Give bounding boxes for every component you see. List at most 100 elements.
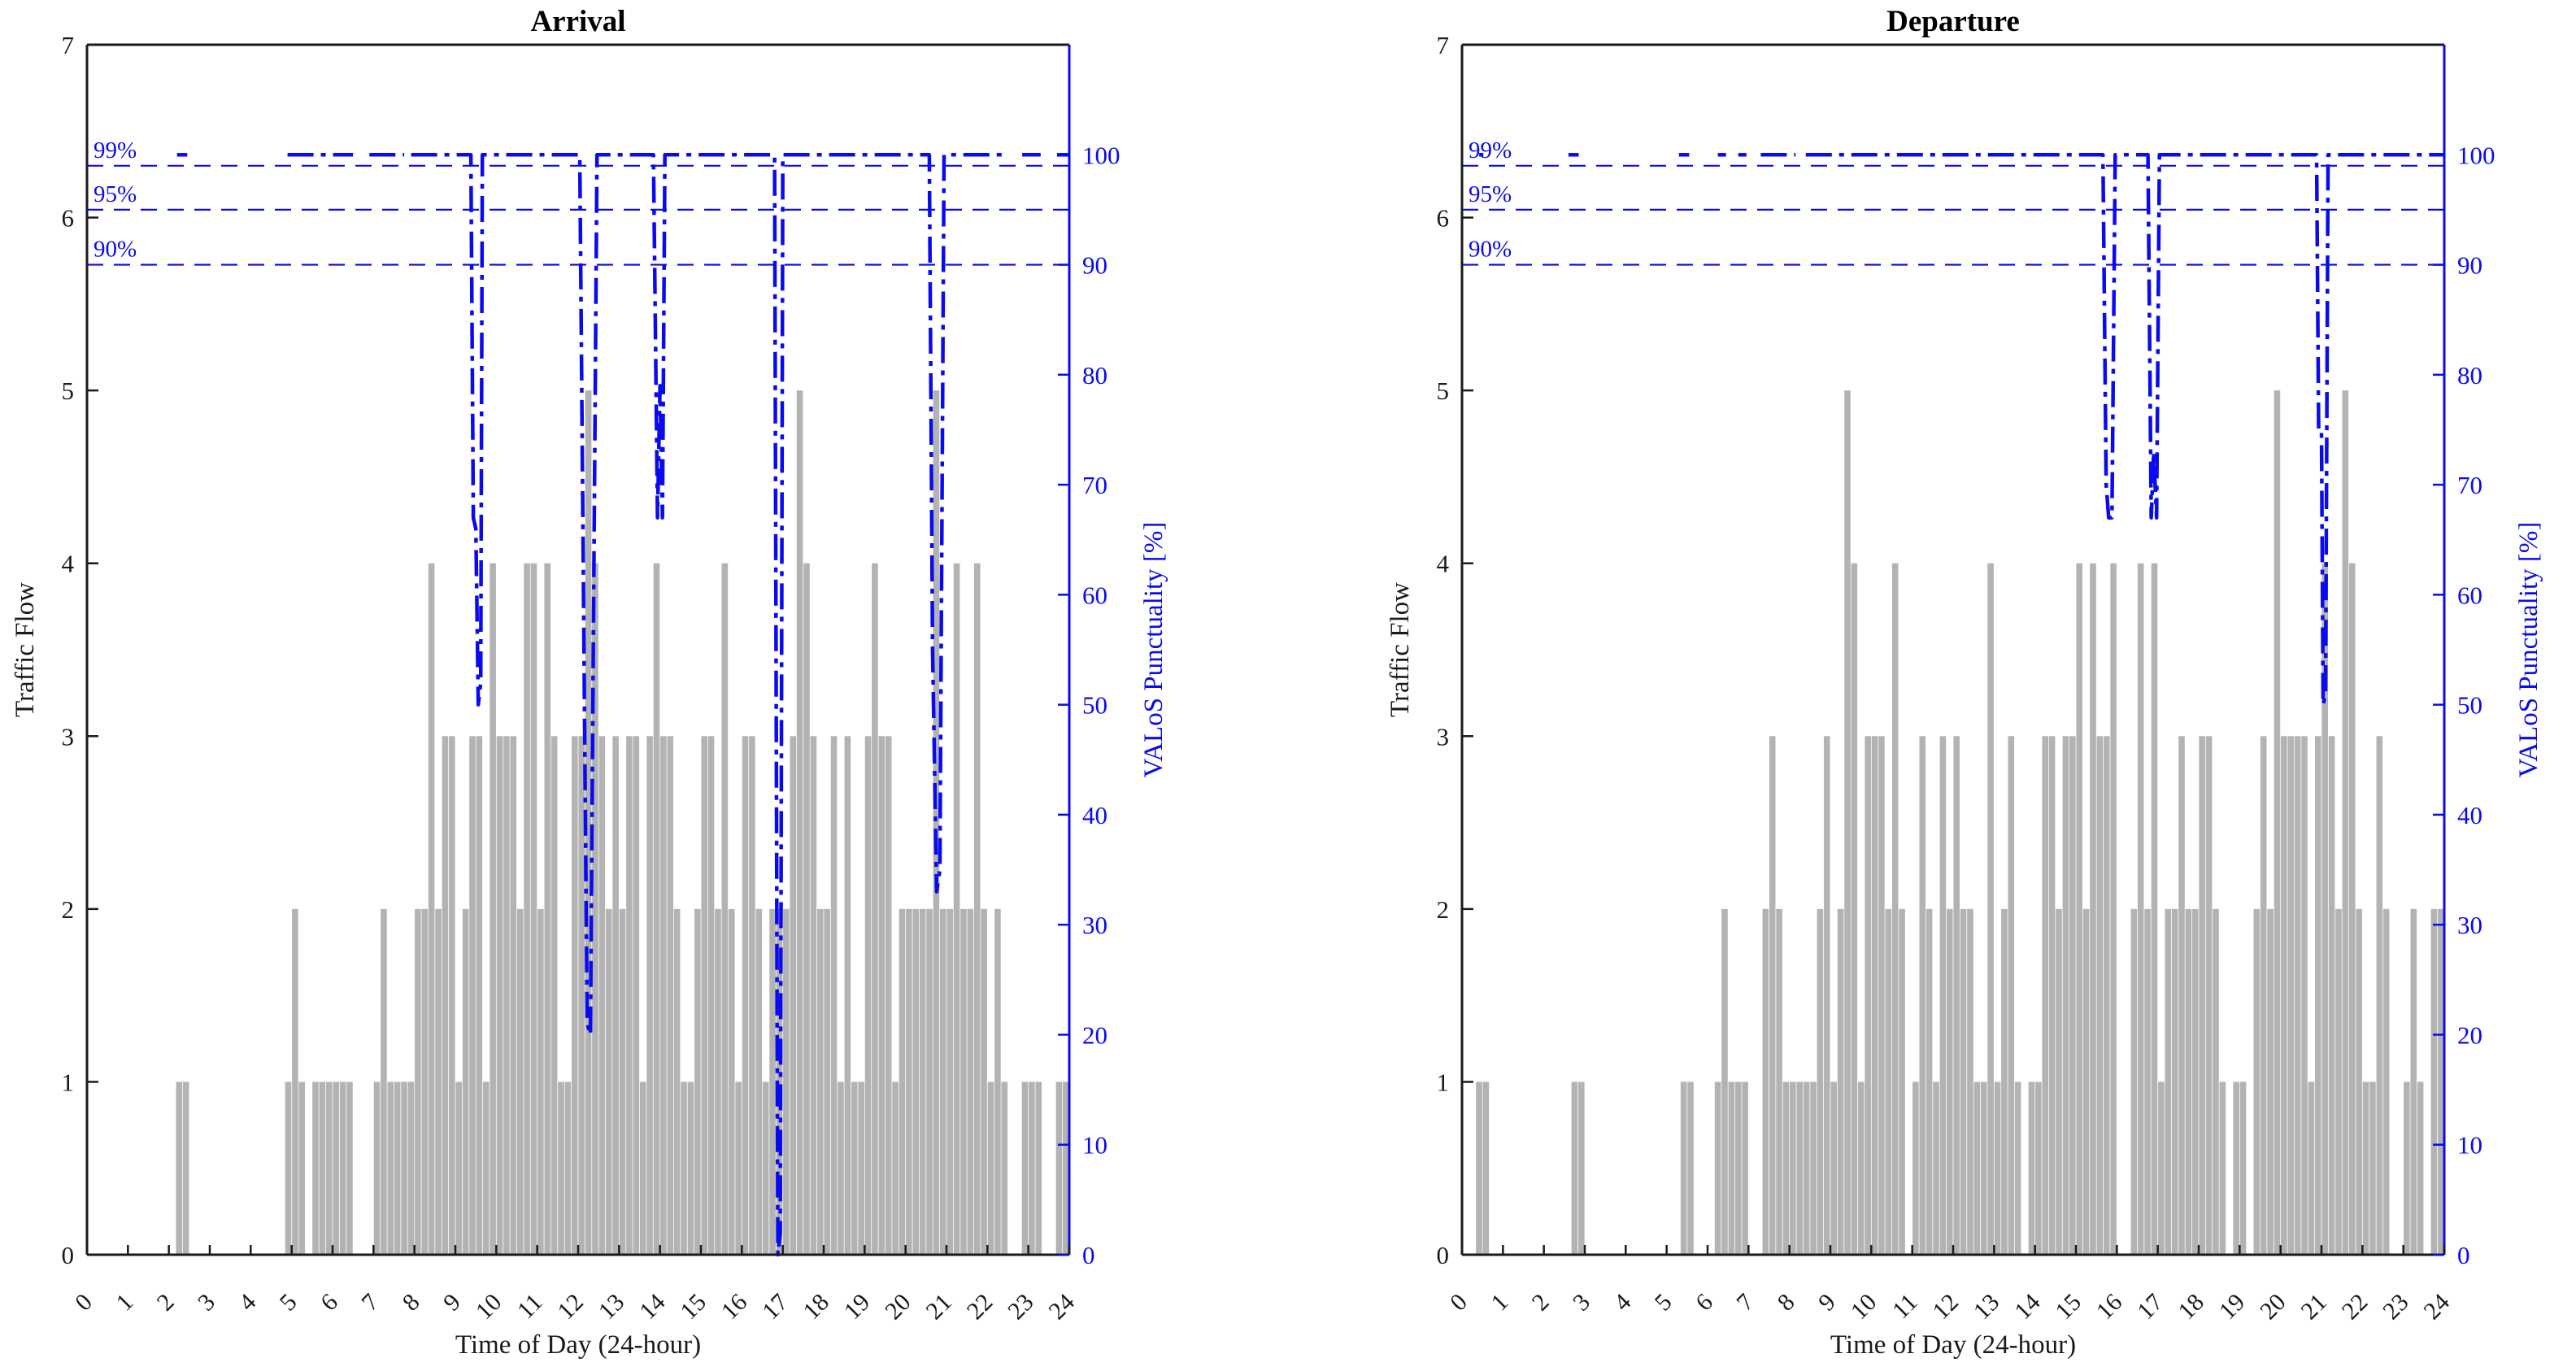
- traffic-flow-bar: [319, 1082, 326, 1255]
- traffic-flow-bar: [1776, 908, 1782, 1255]
- x-tick-label: 8: [1773, 1289, 1800, 1317]
- traffic-flow-bar: [858, 1082, 864, 1255]
- x-tick-label: 17: [2132, 1289, 2169, 1325]
- traffic-flow-bar: [182, 1082, 189, 1255]
- traffic-flow-bar: [1817, 908, 1824, 1255]
- x-tick-label: 15: [2050, 1289, 2086, 1325]
- traffic-flow-bar: [387, 1082, 394, 1255]
- traffic-flow-bar: [2267, 908, 2274, 1255]
- y-left-tick-label: 6: [62, 204, 75, 233]
- traffic-flow-bar: [1865, 736, 1871, 1255]
- x-tick-label: 2: [152, 1289, 180, 1317]
- traffic-flow-bar: [2213, 908, 2219, 1255]
- traffic-flow-bar: [728, 908, 735, 1255]
- traffic-flow-bar: [312, 1082, 319, 1255]
- traffic-flow-bar: [681, 1082, 687, 1255]
- traffic-flow-bar: [1803, 1082, 1810, 1255]
- traffic-flow-bar: [653, 563, 660, 1255]
- traffic-flow-bar: [667, 736, 674, 1255]
- traffic-flow-bar: [381, 908, 387, 1255]
- traffic-flow-bar: [2438, 908, 2444, 1255]
- traffic-flow-bar: [2192, 908, 2199, 1255]
- x-tick-label: 6: [1690, 1289, 1718, 1317]
- traffic-flow-bar: [1878, 736, 1885, 1255]
- traffic-flow-bar: [2321, 563, 2328, 1255]
- traffic-flow-bar: [1967, 908, 1973, 1255]
- y-right-tick-label: 10: [2457, 1131, 2482, 1160]
- traffic-flow-bar: [1790, 1082, 1796, 1255]
- chart-title: Arrival: [530, 5, 625, 38]
- traffic-flow-bar: [1687, 1082, 1694, 1255]
- punctuality-line: [411, 153, 1004, 1257]
- y-right-tick-label: 70: [1082, 471, 1107, 499]
- traffic-flow-bar: [1029, 1082, 1035, 1255]
- traffic-flow-bar: [1947, 908, 1953, 1255]
- y-right-tick-label: 60: [2457, 581, 2482, 609]
- traffic-flow-bar: [476, 736, 483, 1255]
- punctuality-line: [1805, 153, 2444, 707]
- traffic-flow-bar: [2069, 736, 2076, 1255]
- traffic-flow-bar: [742, 736, 749, 1255]
- traffic-flow-bar: [592, 563, 598, 1255]
- traffic-flow-bar: [2008, 736, 2015, 1255]
- traffic-flow-bar: [1578, 1082, 1585, 1255]
- traffic-flow-bar: [2165, 908, 2172, 1255]
- traffic-flow-bar: [2335, 908, 2342, 1255]
- traffic-flow-bar: [1810, 1082, 1817, 1255]
- traffic-flow-bar: [701, 736, 707, 1255]
- traffic-flow-bar: [994, 908, 1001, 1255]
- traffic-flow-bar: [973, 563, 981, 1255]
- traffic-flow-bar: [585, 390, 592, 1255]
- y-left-tick-label: 2: [1437, 895, 1450, 924]
- traffic-flow-bar: [2260, 736, 2267, 1255]
- traffic-flow-bar: [1933, 1082, 1939, 1255]
- x-tick-label: 11: [512, 1289, 548, 1325]
- x-tick-label: 5: [1650, 1289, 1677, 1317]
- traffic-flow-bar: [1844, 390, 1851, 1255]
- traffic-flow-bar: [510, 736, 517, 1255]
- x-tick-label: 22: [962, 1289, 999, 1325]
- traffic-flow-bar: [605, 908, 612, 1255]
- traffic-flow-bar: [442, 736, 449, 1255]
- traffic-flow-bar: [346, 1082, 353, 1255]
- y-axis-label-left: Traffic Flow: [11, 582, 40, 717]
- traffic-flow-bar: [619, 908, 626, 1255]
- traffic-flow-bar: [660, 736, 667, 1255]
- traffic-flow-bar: [707, 736, 715, 1255]
- traffic-flow-bar: [1476, 1082, 1482, 1255]
- traffic-flow-bar: [1885, 908, 1892, 1255]
- y-right-tick-label: 100: [2457, 141, 2496, 169]
- traffic-flow-bar: [2430, 908, 2438, 1255]
- traffic-flow-bar: [844, 736, 851, 1255]
- traffic-flow-bar: [490, 563, 496, 1255]
- y-right-tick-label: 40: [2457, 801, 2482, 829]
- traffic-flow-bar: [2062, 736, 2069, 1255]
- traffic-flow-bar: [2001, 908, 2008, 1255]
- traffic-flow-bar: [298, 1082, 306, 1255]
- y-left-tick-label: 1: [62, 1068, 75, 1096]
- traffic-flow-bar: [878, 736, 886, 1255]
- traffic-flow-bar: [339, 1082, 346, 1255]
- traffic-flow-bar: [981, 908, 987, 1255]
- traffic-flow-bar: [2076, 563, 2082, 1255]
- traffic-flow-bar: [1482, 1082, 1490, 1255]
- traffic-flow-bar: [469, 736, 476, 1255]
- traffic-flow-bar: [2404, 1082, 2410, 1255]
- traffic-flow-bar: [2315, 736, 2321, 1255]
- x-tick-label: 22: [2337, 1289, 2374, 1325]
- traffic-flow-bar: [1953, 736, 1960, 1255]
- traffic-flow-bar: [1824, 736, 1830, 1255]
- traffic-flow-bar: [1857, 1082, 1865, 1255]
- x-tick-label: 13: [1969, 1289, 2005, 1325]
- traffic-flow-bar: [503, 736, 510, 1255]
- traffic-flow-bar: [953, 563, 960, 1255]
- traffic-flow-bar: [1001, 1082, 1008, 1255]
- traffic-flow-bar: [2410, 908, 2417, 1255]
- traffic-flow-bar: [872, 563, 878, 1255]
- traffic-flow-bar: [824, 908, 830, 1255]
- traffic-flow-bar: [1987, 563, 1994, 1255]
- traffic-flow-bar: [550, 736, 558, 1255]
- traffic-flow-bar: [783, 908, 790, 1255]
- traffic-flow-bar: [2308, 1082, 2315, 1255]
- traffic-flow-bar: [2239, 1082, 2247, 1255]
